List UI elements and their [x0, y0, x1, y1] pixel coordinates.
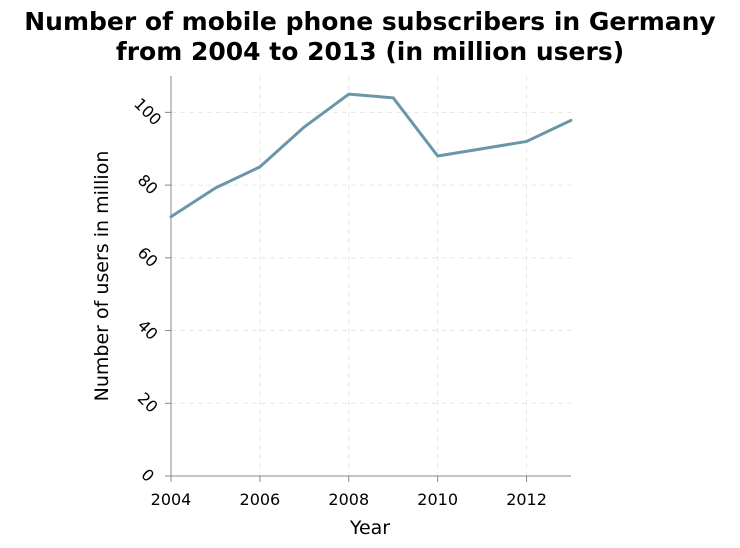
series-line-0 — [169, 92, 573, 219]
data-point-2012 — [525, 139, 529, 143]
chart-title-line-1: Number of mobile phone subscribers in Ge… — [24, 7, 715, 36]
data-point-2013 — [569, 118, 573, 122]
y-tick-label-0: 0 — [137, 465, 158, 486]
x-tick-label-2012: 2012 — [506, 490, 547, 509]
x-tick-label-2010: 2010 — [417, 490, 458, 509]
y-tick-label-20: 20 — [134, 389, 162, 417]
axes — [170, 76, 571, 477]
x-tick-label-2006: 2006 — [240, 490, 281, 509]
y-tick-label-80: 80 — [134, 170, 162, 198]
data-point-2009 — [391, 96, 395, 100]
data-point-2004 — [169, 215, 173, 219]
data-point-2008 — [347, 92, 351, 96]
y-axis-label: Number of users in million — [91, 151, 113, 402]
x-tick-label-2008: 2008 — [328, 490, 369, 509]
chart-title-line-2: from 2004 to 2013 (in million users) — [116, 37, 624, 66]
x-tick-label-2004: 2004 — [151, 490, 192, 509]
y-tick-label-40: 40 — [134, 316, 162, 344]
data-point-2011 — [480, 147, 484, 151]
ticks: 2004 2006 2008 2010 2012 0 20 40 60 80 100 — [130, 94, 547, 509]
x-axis-label: Year — [349, 517, 390, 539]
y-tick-label-100: 100 — [130, 94, 165, 129]
series — [169, 92, 573, 219]
data-point-2006 — [258, 165, 262, 169]
grid — [170, 76, 571, 476]
data-point-2005 — [213, 186, 217, 190]
data-point-2007 — [302, 125, 306, 129]
data-point-2010 — [436, 154, 440, 158]
y-tick-label-60: 60 — [134, 243, 162, 271]
